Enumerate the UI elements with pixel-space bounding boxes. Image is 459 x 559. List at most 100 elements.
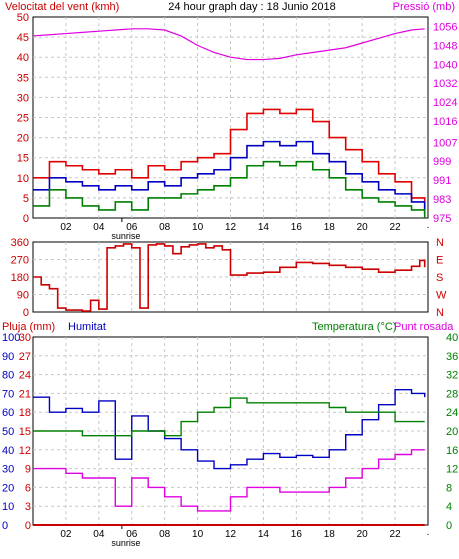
x-tick-label: 18 <box>324 529 336 540</box>
x-tick-label: 14 <box>258 222 270 233</box>
x-tick-label: 08 <box>159 222 171 233</box>
rain-tick-label: 24 <box>19 370 31 382</box>
dewpoint-series <box>33 449 425 512</box>
temperature-tick-label: 12 <box>446 464 458 476</box>
wind_avg-series <box>33 140 426 214</box>
temperature-tick-label: 4 <box>446 501 452 513</box>
temperature-tick-label: 8 <box>446 482 452 494</box>
pressure-series <box>32 28 425 61</box>
y-right-tick-label: 1048 <box>433 40 457 52</box>
pressure-label: Pressió (mb) <box>393 1 455 13</box>
x-tick-label: 22 <box>390 529 402 540</box>
humidity-tick-label: 90 <box>2 351 14 363</box>
rain-tick-label: 0 <box>25 520 31 532</box>
y-right-tick-label: 1056 <box>433 21 457 33</box>
x-tick-label: 06 <box>126 529 138 540</box>
y-left-tick-label: 0 <box>23 307 29 319</box>
y-left-tick-label: 25 <box>17 113 29 125</box>
y-right-tick-label: 1007 <box>433 137 457 149</box>
x-tick-label: 18 <box>324 222 336 233</box>
x-tick-label: · <box>426 529 429 540</box>
y-left-tick-label: 40 <box>17 52 29 64</box>
y-left-tick-label: 360 <box>11 237 29 249</box>
humidity-tick-label: 60 <box>2 407 14 419</box>
y-left-tick-label: 270 <box>11 255 29 267</box>
y-left-tick-label: 30 <box>17 92 29 104</box>
rain-label: Pluja (mm) <box>2 321 55 333</box>
temperature-tick-label: 36 <box>446 351 458 363</box>
x-tick-label: 12 <box>225 529 237 540</box>
dewpoint-label: Punt rosada <box>394 321 454 333</box>
temperature-series <box>33 397 425 437</box>
rain-tick-label: 18 <box>19 407 31 419</box>
y-right-tick-label: 991 <box>433 175 451 187</box>
y-right-tick-label: 1032 <box>433 78 457 90</box>
humidity-tick-label: 50 <box>2 426 14 438</box>
humidity-label: Humitat <box>68 321 106 333</box>
rain-tick-label: 12 <box>19 445 31 457</box>
x-tick-label: · <box>426 222 429 233</box>
temperature-tick-label: 16 <box>446 445 458 457</box>
rain-tick-label: 15 <box>19 426 31 438</box>
wind_min-series <box>33 160 426 218</box>
sunrise-label: sunrise <box>111 538 140 548</box>
humidity-tick-label: 30 <box>2 464 14 476</box>
sunrise-label: sunrise <box>111 231 140 241</box>
x-tick-label: 04 <box>93 529 105 540</box>
humidity-tick-label: 20 <box>2 482 14 494</box>
humidity-tick-label: 10 <box>2 501 14 513</box>
y-left-tick-label: 20 <box>17 133 29 145</box>
y-right-tick-label: 1016 <box>433 116 457 128</box>
x-tick-label: 10 <box>192 222 204 233</box>
temperature-tick-label: 40 <box>446 332 458 344</box>
temperature-tick-label: 20 <box>446 426 458 438</box>
rain-tick-label: 3 <box>25 501 31 513</box>
compass-label: S <box>436 272 443 284</box>
compass-label: E <box>436 255 443 267</box>
x-tick-label: 06 <box>126 222 138 233</box>
x-tick-label: 12 <box>225 222 237 233</box>
compass-label: N <box>436 307 444 319</box>
y-right-tick-label: 975 <box>433 213 451 225</box>
y-left-tick-label: 5 <box>23 193 29 205</box>
y-right-tick-label: 1040 <box>433 59 457 71</box>
rain-tick-label: 27 <box>19 351 31 363</box>
y-right-tick-label: 999 <box>433 156 451 168</box>
y-right-tick-label: 983 <box>433 194 451 206</box>
humidity-series <box>33 388 426 470</box>
wind-speed-label: Velocitat del vent (kmh) <box>5 1 119 13</box>
compass-label: W <box>436 290 447 302</box>
rain-tick-label: 30 <box>19 332 31 344</box>
x-tick-label: 16 <box>291 529 303 540</box>
y-left-tick-label: 180 <box>11 272 29 284</box>
x-tick-label: 04 <box>93 222 105 233</box>
wind_gust-series <box>33 108 426 210</box>
x-tick-label: 20 <box>357 529 369 540</box>
temperature-tick-label: 0 <box>446 520 452 532</box>
direction-series <box>33 243 426 312</box>
x-tick-label: 02 <box>60 529 72 540</box>
rain-tick-label: 6 <box>25 482 31 494</box>
x-tick-label: 10 <box>192 529 204 540</box>
x-tick-label: 08 <box>159 529 171 540</box>
humidity-tick-label: 40 <box>2 445 14 457</box>
rain-tick-label: 21 <box>19 388 31 400</box>
y-left-tick-label: 35 <box>17 72 29 84</box>
temperature-label: Temperatura (°C) <box>312 321 396 333</box>
humidity-tick-label: 100 <box>2 332 20 344</box>
compass-label: N <box>436 237 444 249</box>
temperature-tick-label: 32 <box>446 370 458 382</box>
y-left-tick-label: 0 <box>23 213 29 225</box>
y-right-tick-label: 1024 <box>433 97 457 109</box>
y-left-tick-label: 90 <box>17 290 29 302</box>
y-left-tick-label: 45 <box>17 32 29 44</box>
chart-title: 24 hour graph day : 18 Junio 2018 <box>168 1 336 13</box>
x-tick-label: 14 <box>258 529 270 540</box>
x-tick-label: 22 <box>390 222 402 233</box>
temperature-tick-label: 28 <box>446 388 458 400</box>
humidity-tick-label: 0 <box>2 520 8 532</box>
x-tick-label: 16 <box>291 222 303 233</box>
